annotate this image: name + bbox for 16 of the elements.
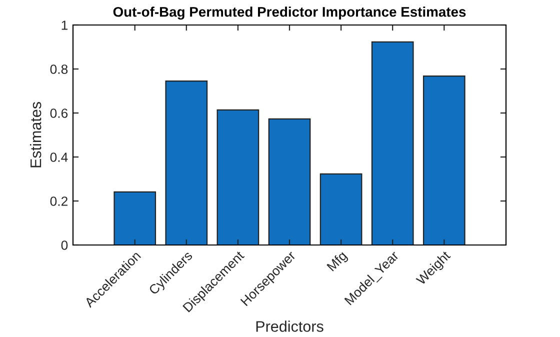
chart-title: Out-of-Bag Permuted Predictor Importance Estimates (113, 6, 466, 20)
y-tick-label: 1 (62, 20, 68, 30)
y-tick-label: 0.4 (50, 152, 68, 162)
bar (320, 173, 362, 245)
bar (422, 75, 466, 245)
y-tick-label: 0.6 (50, 108, 68, 118)
bar (268, 118, 311, 245)
bar (216, 109, 260, 245)
x-axis-title: Predictors (256, 320, 324, 332)
y-tick-label: 0 (61, 240, 68, 250)
y-axis-title: Estimates (30, 102, 42, 168)
y-tick-label: 0.8 (50, 64, 68, 74)
bar (371, 41, 414, 245)
bar (114, 191, 156, 245)
bar (165, 80, 208, 245)
y-tick-label: 0.2 (50, 196, 68, 206)
